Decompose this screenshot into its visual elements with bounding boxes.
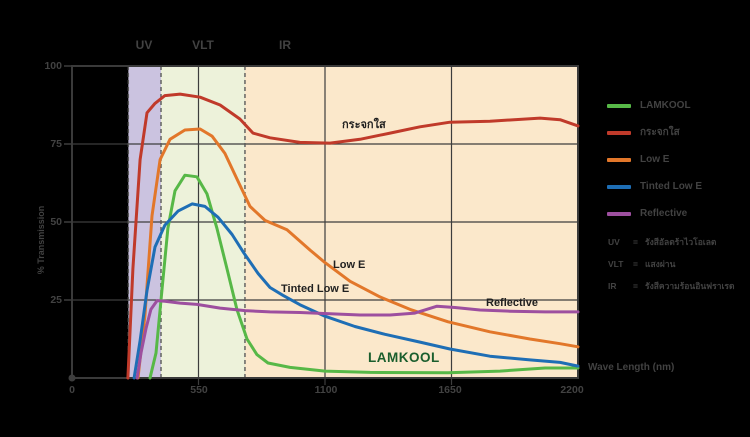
note-abbr: IR	[608, 281, 617, 291]
y-tick-75: 75	[50, 138, 62, 150]
annotation-lamkool: LAMKOOL	[368, 350, 440, 365]
note-abbr: VLT	[608, 259, 624, 269]
annotation-clear-glass: กระจกใส	[342, 119, 386, 131]
note-equals: =	[633, 259, 638, 269]
legend-label: Tinted Low E	[640, 181, 703, 192]
note-text: รังสีความร้อนอินฟราเรด	[645, 281, 735, 291]
legend-swatch-clear-glass	[607, 130, 631, 135]
chart-plot-area	[64, 65, 580, 385]
y-tick-50: 50	[50, 216, 62, 228]
x-tick-2200: 2200	[560, 384, 584, 396]
band-label-vlt: VLT	[192, 38, 214, 52]
legend-swatch-reflective	[607, 211, 631, 216]
band-label-uv: UV	[135, 38, 153, 52]
legend-item-clear-glass: กระจกใส	[607, 119, 702, 146]
note-vlt: VLT = แสงผ่าน	[608, 253, 734, 275]
legend-swatch-lamkool	[607, 103, 631, 108]
x-tick-1100: 1100	[314, 384, 338, 396]
x-tick-1650: 1650	[438, 384, 462, 396]
legend-item-tinted-low-e: Tinted Low E	[607, 173, 702, 200]
legend-item-reflective: Reflective	[607, 200, 702, 227]
legend-item-lamkool: LAMKOOL	[607, 92, 702, 119]
band-label-ir: IR	[279, 38, 291, 52]
note-uv: UV = รังสีอัลตร้าไวโอเลต	[608, 231, 734, 253]
x-tick-550: 550	[190, 384, 208, 396]
note-ir: IR = รังสีความร้อนอินฟราเรด	[608, 275, 734, 297]
x-tick-0: 0	[69, 384, 75, 396]
note-text: รังสีอัลตร้าไวโอเลต	[645, 237, 717, 247]
annotation-tinted-low-e: Tinted Low E	[281, 283, 350, 295]
x-axis-title: Wave Length (nm)	[588, 362, 675, 373]
y-tick-25: 25	[50, 294, 62, 306]
note-abbr: UV	[608, 237, 620, 247]
legend-label: กระจกใส	[640, 127, 680, 138]
note-equals: =	[633, 281, 638, 291]
y-tick-100: 100	[44, 60, 62, 72]
note-text: แสงผ่าน	[645, 259, 676, 269]
legend-swatch-low-e	[607, 157, 631, 162]
note-equals: =	[633, 237, 638, 247]
legend: LAMKOOL กระจกใส Low E Tinted Low E Refle…	[607, 92, 702, 227]
legend-swatch-tinted-low-e	[607, 184, 631, 189]
annotation-reflective: Reflective	[486, 297, 538, 309]
annotation-low-e: Low E	[333, 259, 366, 271]
legend-label: Low E	[640, 154, 670, 165]
legend-label: Reflective	[640, 208, 688, 219]
abbreviation-notes: UV = รังสีอัลตร้าไวโอเลต VLT = แสงผ่าน I…	[608, 231, 734, 297]
legend-label: LAMKOOL	[640, 100, 691, 111]
legend-item-low-e: Low E	[607, 146, 702, 173]
